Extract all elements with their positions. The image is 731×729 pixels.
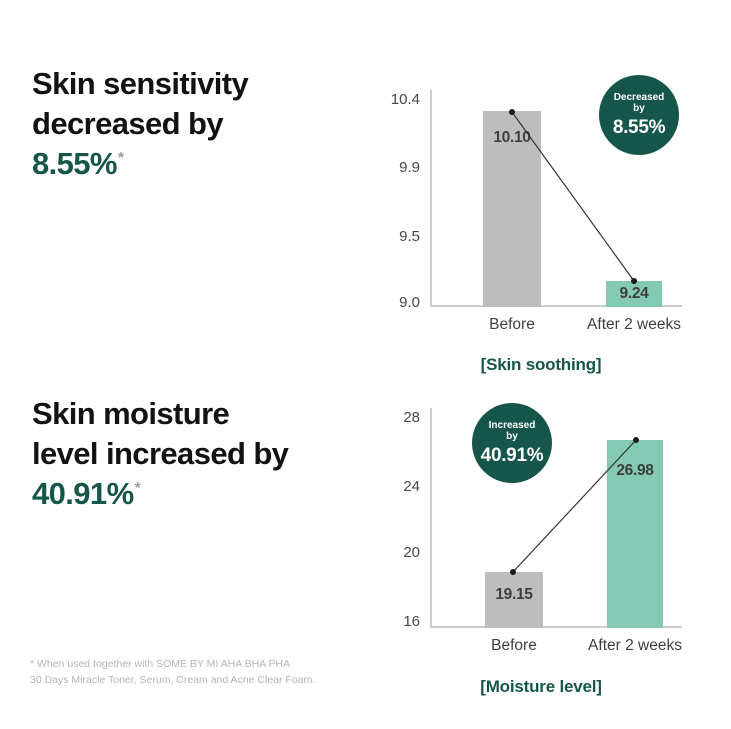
- x-label-after: After 2 weeks: [587, 316, 681, 333]
- headline-line: Skin sensitivity: [32, 66, 249, 101]
- headline-percent: 8.55%: [32, 146, 118, 181]
- bar-value-label: 19.15: [495, 586, 533, 603]
- chart-skin-soothing: 10.4 9.9 9.5 9.0 10.10 9.24 Decreased by…: [360, 60, 722, 350]
- x-label-after: After 2 weeks: [588, 637, 682, 654]
- headline-skin-sensitivity: Skin sensitivity decreased by 8.55%*: [32, 64, 249, 190]
- asterisk-mark: *: [117, 150, 124, 167]
- asterisk-mark: *: [134, 480, 141, 497]
- badge-text: Decreased: [613, 91, 665, 103]
- chart-caption-moisture-level: [Moisture level]: [480, 677, 602, 696]
- badge-percent: 8.55%: [612, 116, 666, 138]
- increase-badge: Increased by 40.91%: [472, 403, 552, 483]
- bar-value-label: 10.10: [493, 129, 531, 146]
- y-tick: 28: [403, 409, 420, 426]
- chart-caption-skin-soothing: [Skin soothing]: [480, 355, 602, 374]
- badge-text: Increased: [488, 419, 536, 431]
- bar-before: 19.15: [485, 572, 543, 628]
- y-tick: 20: [403, 544, 420, 561]
- headline-line: Skin moisture: [32, 396, 230, 431]
- badge-text: by: [506, 431, 518, 442]
- badge-percent: 40.91%: [480, 444, 544, 466]
- badge-text: by: [633, 103, 645, 114]
- y-tick: 9.0: [399, 294, 420, 311]
- bar-before: 10.10: [483, 111, 541, 307]
- headline-line: level increased by: [32, 436, 289, 471]
- headline-line: decreased by: [32, 106, 224, 141]
- footnote-line: 30 Days Miracle Toner, Serum, Cream and …: [30, 674, 316, 686]
- x-label-before: Before: [489, 316, 535, 333]
- x-axis-line: [430, 305, 682, 307]
- y-tick: 16: [403, 613, 420, 630]
- bar-after-2-weeks: 26.98: [607, 440, 663, 628]
- y-tick: 9.5: [399, 228, 420, 245]
- bar-after-2-weeks: 9.24: [606, 281, 662, 307]
- decrease-badge: Decreased by 8.55%: [599, 75, 679, 155]
- bar-value-label: 9.24: [619, 285, 649, 302]
- footnote: * When used together with SOME BY MI AHA…: [30, 656, 315, 688]
- headline-value: 8.55%*: [32, 144, 248, 190]
- chart-moisture-level: 28 24 20 16 19.15 26.98 Increased by 40.…: [360, 390, 722, 680]
- y-axis-line: [430, 90, 432, 307]
- x-label-before: Before: [491, 637, 537, 654]
- headline-percent: 40.91%: [32, 476, 134, 511]
- footnote-line: * When used together with SOME BY MI AHA…: [30, 658, 291, 670]
- headline-skin-moisture: Skin moisture level increased by 40.91%*: [32, 394, 289, 520]
- x-axis-line: [430, 626, 682, 628]
- y-tick: 10.4: [390, 91, 420, 108]
- y-axis-line: [430, 408, 432, 628]
- y-tick: 24: [403, 478, 420, 495]
- bar-value-label: 26.98: [616, 462, 654, 479]
- headline-value: 40.91%*: [32, 474, 288, 520]
- y-tick: 9.9: [399, 159, 420, 176]
